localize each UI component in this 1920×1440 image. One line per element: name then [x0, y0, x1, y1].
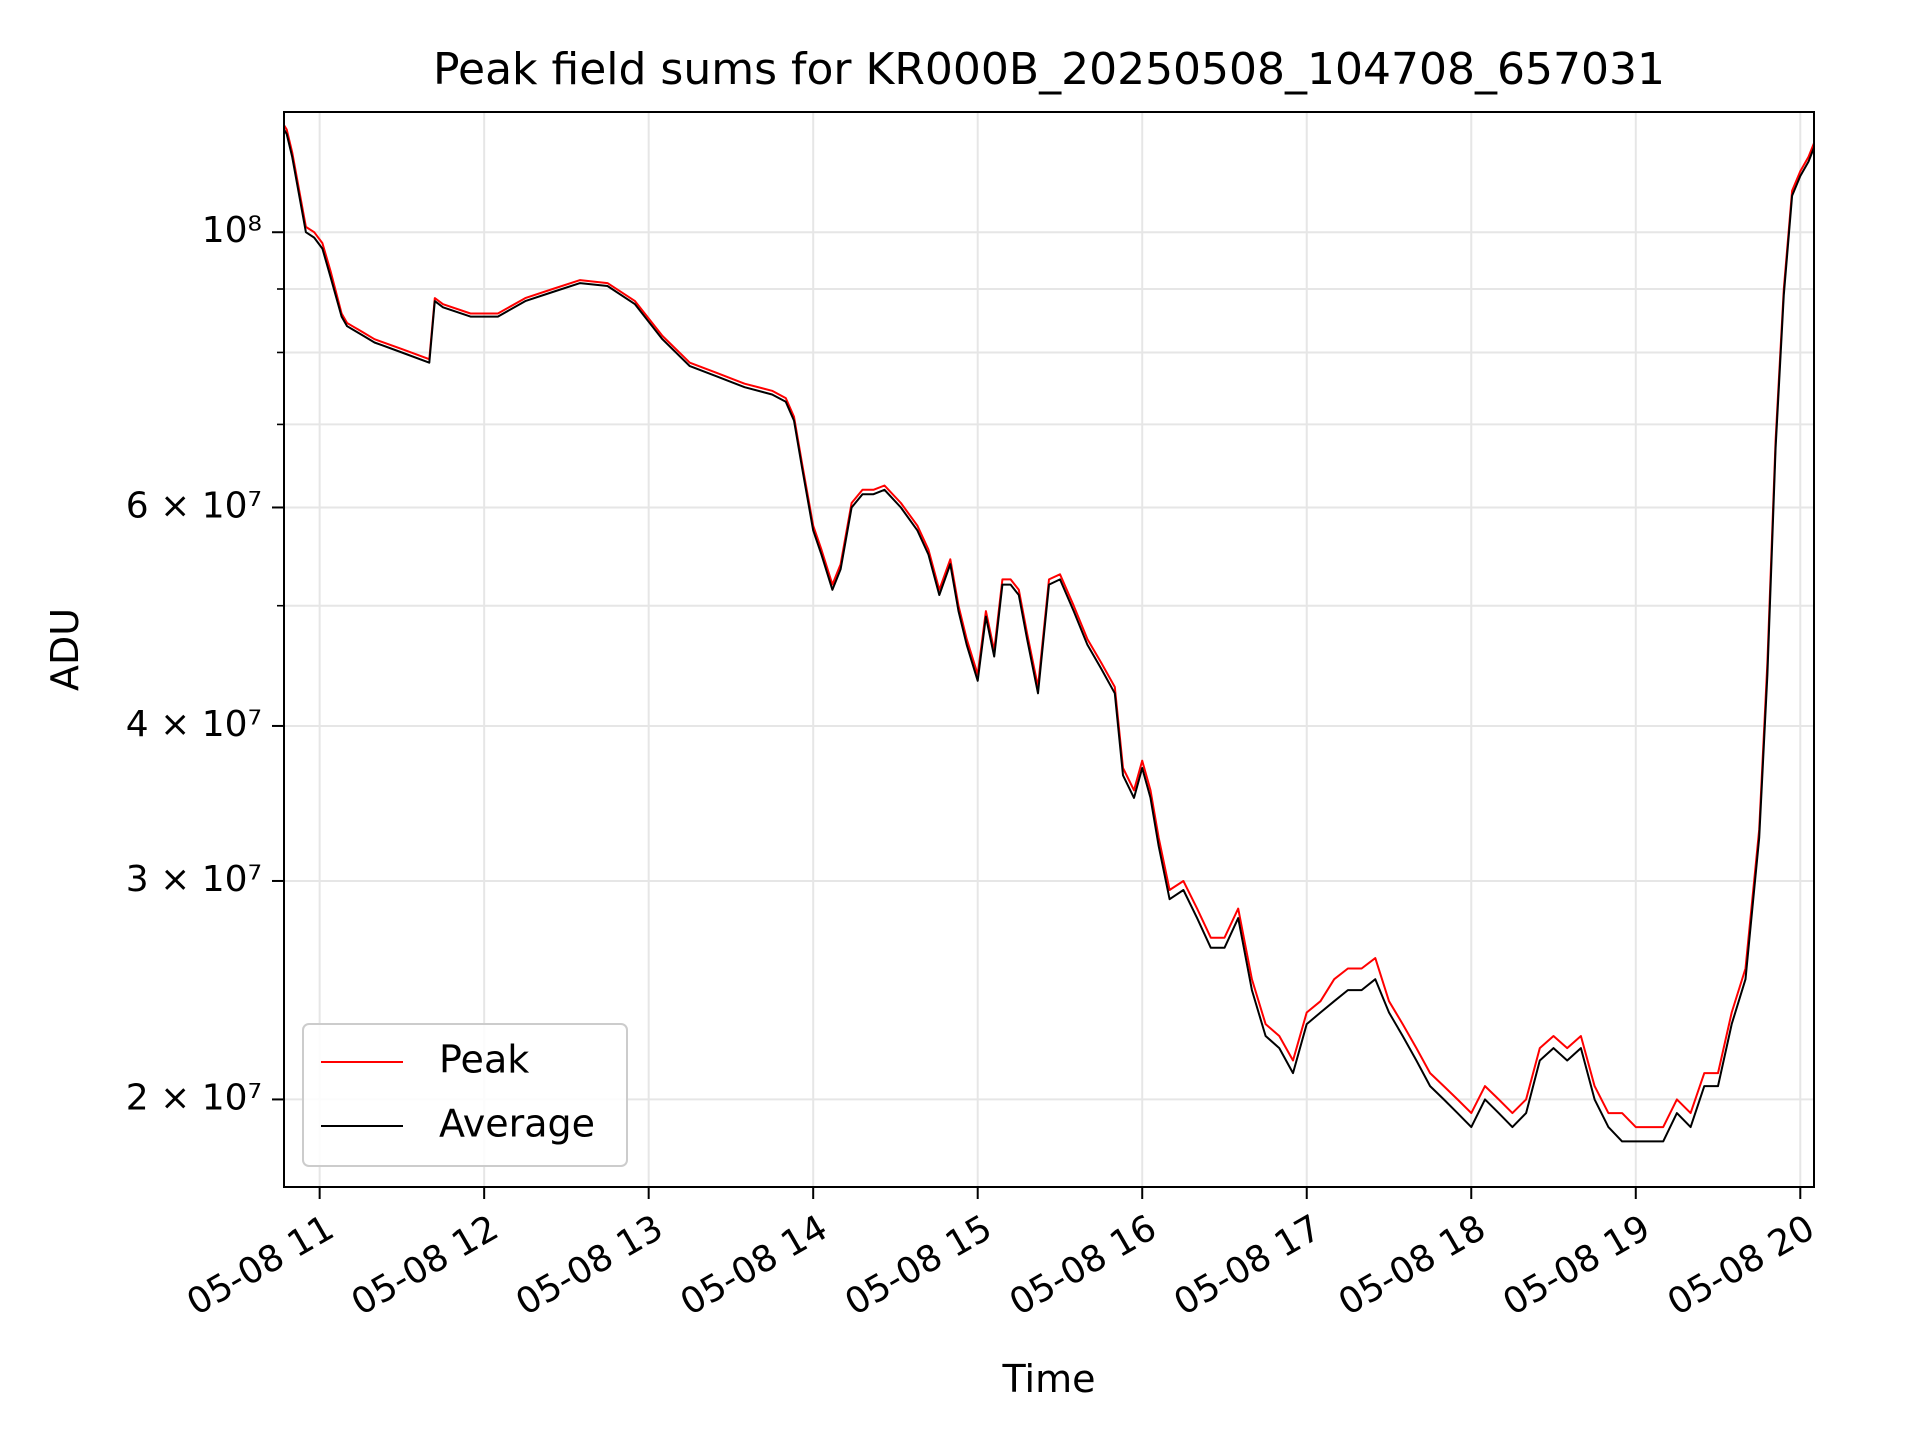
y-tick-label: 2 × 10⁷ — [126, 1077, 262, 1118]
series-line-peak — [284, 124, 1814, 1129]
legend-label-peak: Peak — [439, 1038, 529, 1082]
series-layer — [284, 124, 1814, 1143]
chart-title: Peak field sums for KR000B_20250508_1047… — [433, 44, 1665, 95]
x-axis-label: Time — [1002, 1357, 1096, 1401]
y-tick-label: 3 × 10⁷ — [126, 859, 262, 900]
y-tick-label: 6 × 10⁷ — [126, 485, 262, 526]
series-line-average — [284, 128, 1814, 1143]
legend-label-average: Average — [439, 1102, 595, 1146]
y-tick-label: 4 × 10⁷ — [126, 704, 262, 745]
y-tick-label: 10⁸ — [202, 210, 262, 251]
y-axis-label: ADU — [43, 608, 87, 691]
plot-frame — [283, 111, 1815, 1188]
legend: Peak Average — [302, 1023, 628, 1167]
grid — [284, 112, 1814, 1187]
legend-box — [302, 1023, 628, 1167]
